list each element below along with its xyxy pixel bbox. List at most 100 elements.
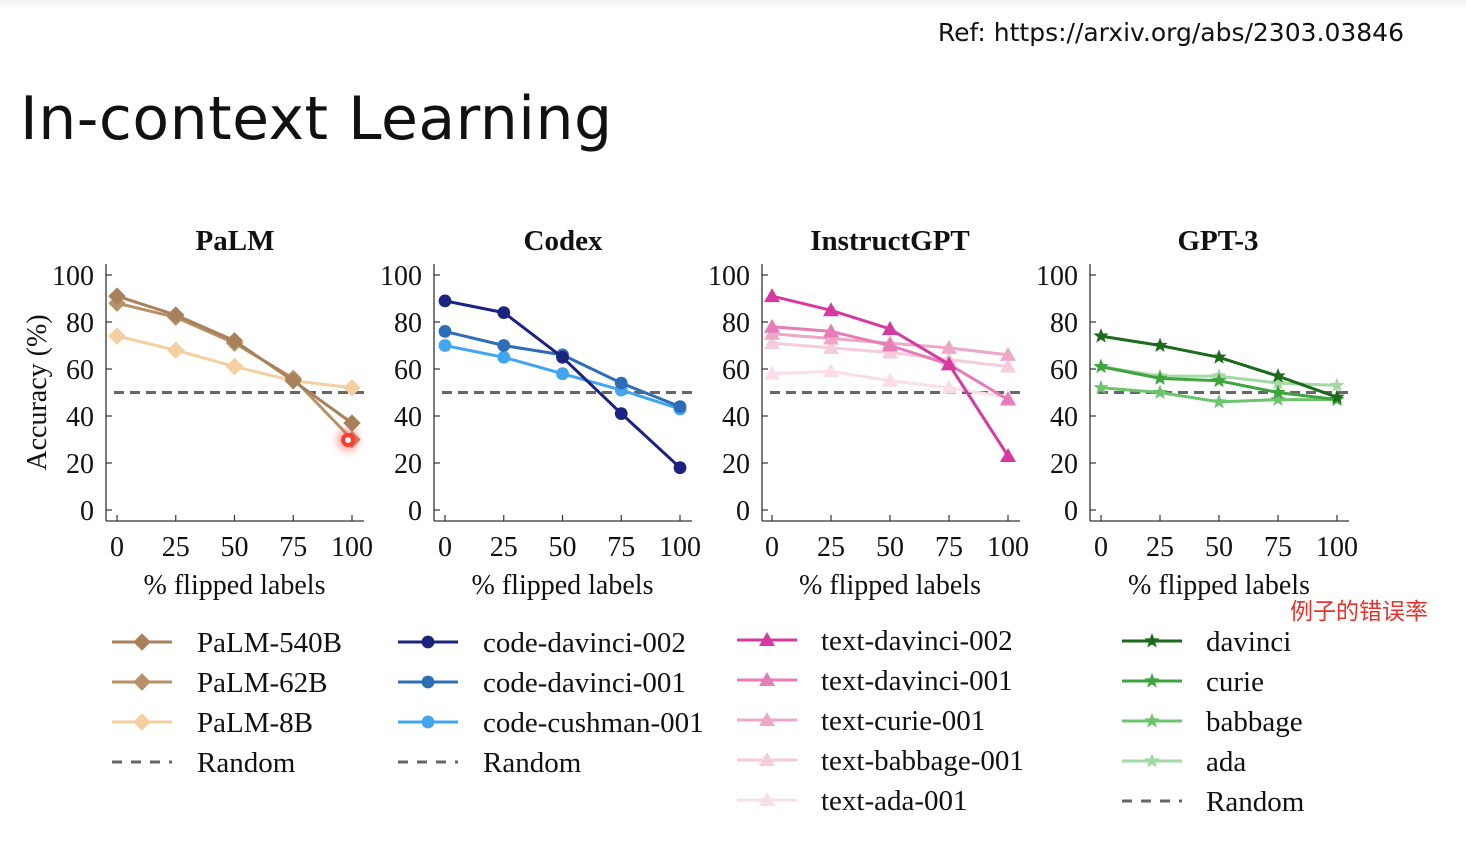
data-point — [556, 367, 569, 381]
legend-marker — [759, 632, 775, 646]
y-tick-label: 80 — [394, 308, 422, 339]
legend-item-text-curie-001: text-curie-001 — [737, 705, 985, 737]
data-point — [167, 306, 185, 324]
legend-label: babbage — [1206, 706, 1303, 738]
data-point — [284, 372, 302, 390]
y-tick-label: 0 — [1064, 496, 1078, 527]
series-davinci — [1093, 328, 1345, 404]
legend-item-text-davinci-001: text-davinci-001 — [737, 665, 1013, 697]
x-axis-label: % flipped labels — [472, 570, 654, 601]
data-point — [1152, 384, 1168, 399]
legend-item-code-davinci-001: code-davinci-001 — [398, 667, 686, 699]
x-tick-label: 50 — [549, 532, 577, 563]
legend-marker — [1144, 633, 1160, 648]
legend-marker — [759, 672, 775, 686]
y-tick-label: 100 — [380, 261, 422, 292]
data-point — [882, 321, 898, 336]
legend-label: text-davinci-001 — [821, 665, 1013, 697]
legend-item-code-davinci-002: code-davinci-002 — [398, 627, 686, 659]
x-tick-label: 25 — [817, 532, 845, 563]
data-point — [343, 414, 361, 432]
y-tick-label: 40 — [722, 402, 750, 433]
x-tick-label: 75 — [1264, 532, 1292, 563]
chart-title: GPT-3 — [1177, 225, 1258, 257]
legend-marker — [759, 712, 775, 726]
x-tick-label: 75 — [607, 532, 635, 563]
y-tick-label: 100 — [1036, 261, 1078, 292]
data-point — [764, 325, 780, 340]
data-point — [1270, 375, 1286, 390]
legend-label: PaLM-8B — [197, 707, 313, 739]
legend: PaLM-540B PaLM-62B PaLM-8B Random — [112, 627, 342, 779]
legend-label: ada — [1206, 746, 1246, 778]
legend-item-random: Random — [398, 747, 582, 779]
data-point — [941, 356, 957, 371]
x-tick-label: 100 — [987, 532, 1029, 563]
legend-marker — [133, 633, 151, 651]
legend-marker — [1144, 713, 1160, 728]
y-tick-label: 60 — [1050, 355, 1078, 386]
data-point — [556, 350, 569, 364]
y-tick-label: 20 — [722, 449, 750, 480]
data-point — [497, 306, 511, 319]
legend-label: text-ada-001 — [821, 785, 968, 817]
y-tick-label: 40 — [66, 402, 94, 433]
y-axis-label: Accuracy (%) — [22, 314, 53, 470]
data-point — [167, 341, 185, 359]
series-palm-540b — [108, 287, 361, 432]
reference-link[interactable]: Ref: https://arxiv.org/abs/2303.03846 — [937, 18, 1404, 47]
data-point — [614, 376, 628, 390]
data-point — [225, 332, 244, 350]
legend-item-random: Random — [1122, 786, 1305, 818]
legend-marker — [759, 752, 775, 766]
data-point — [823, 363, 839, 378]
legend-label: code-davinci-001 — [483, 667, 686, 699]
data-point — [941, 339, 957, 354]
legend-marker — [421, 675, 435, 689]
data-point — [764, 318, 780, 333]
data-point — [823, 302, 839, 317]
x-tick-label: 25 — [162, 532, 190, 563]
data-point — [1093, 358, 1109, 374]
x-tick-label: 25 — [490, 532, 518, 563]
data-point — [1152, 370, 1168, 385]
y-tick-label: 100 — [52, 261, 94, 292]
legend-item-babbage: babbage — [1122, 706, 1303, 738]
data-point — [823, 339, 839, 354]
data-point — [343, 379, 361, 397]
data-point — [673, 461, 687, 475]
legend-item-text-davinci-002: text-davinci-002 — [737, 625, 1013, 657]
y-tick-label: 60 — [394, 355, 422, 386]
y-tick-label: 20 — [66, 449, 94, 480]
legend: code-davinci-002 code-davinci-001 code-cus… — [398, 627, 704, 779]
data-point — [1093, 379, 1109, 395]
data-point — [438, 325, 452, 338]
series-line — [1100, 334, 1338, 399]
legend-marker — [421, 635, 435, 649]
data-point — [1211, 372, 1227, 388]
legend-item-palm-62b: PaLM-62B — [112, 667, 328, 699]
data-point — [438, 294, 452, 308]
y-tick-label: 40 — [394, 402, 422, 433]
x-tick-label: 100 — [331, 532, 373, 563]
data-point — [1329, 377, 1345, 392]
data-point — [941, 379, 957, 394]
legend-label: code-cushman-001 — [483, 707, 704, 739]
legend-marker — [133, 673, 151, 691]
series-code-davinci-002 — [438, 294, 687, 475]
x-tick-label: 75 — [935, 532, 963, 563]
data-point — [1329, 389, 1345, 404]
legend-marker — [421, 715, 435, 729]
x-axis-label: % flipped labels — [799, 570, 981, 601]
data-point — [1000, 346, 1016, 361]
data-point — [882, 344, 898, 359]
y-tick-label: 0 — [80, 496, 94, 527]
x-tick-label: 0 — [110, 532, 124, 563]
chart-title: Codex — [524, 225, 603, 257]
data-point — [108, 287, 126, 305]
legend-item-code-cushman-001: code-cushman-001 — [398, 707, 704, 739]
data-point — [438, 339, 452, 352]
